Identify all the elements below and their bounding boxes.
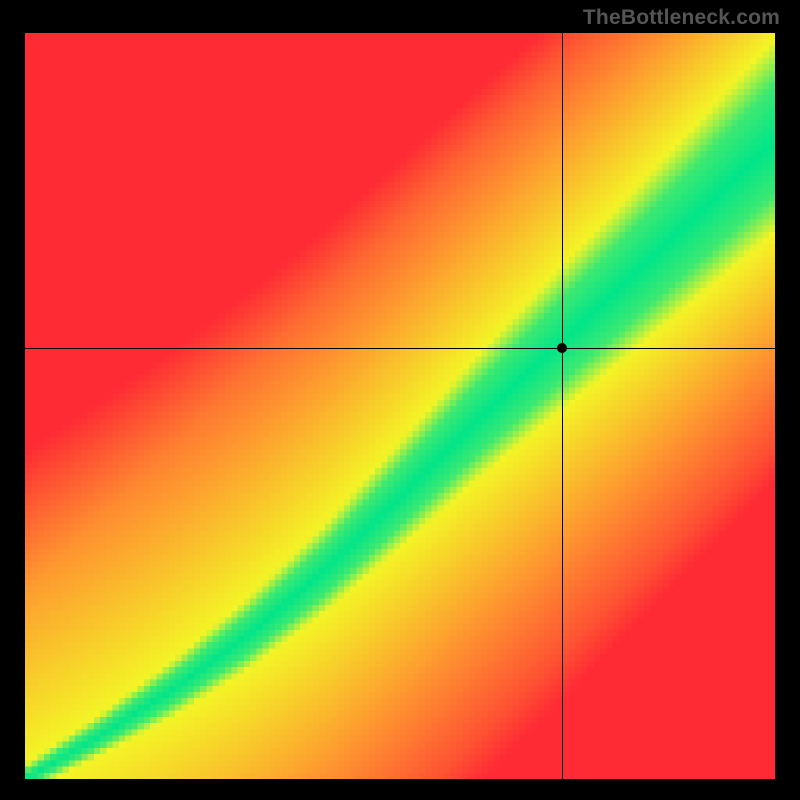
crosshair-horizontal xyxy=(25,348,775,349)
crosshair-marker xyxy=(557,343,567,353)
heatmap-chart xyxy=(25,33,775,779)
heatmap-canvas xyxy=(25,33,775,779)
watermark-text: TheBottleneck.com xyxy=(583,6,780,30)
crosshair-vertical xyxy=(562,33,563,779)
chart-container: TheBottleneck.com xyxy=(0,0,800,800)
